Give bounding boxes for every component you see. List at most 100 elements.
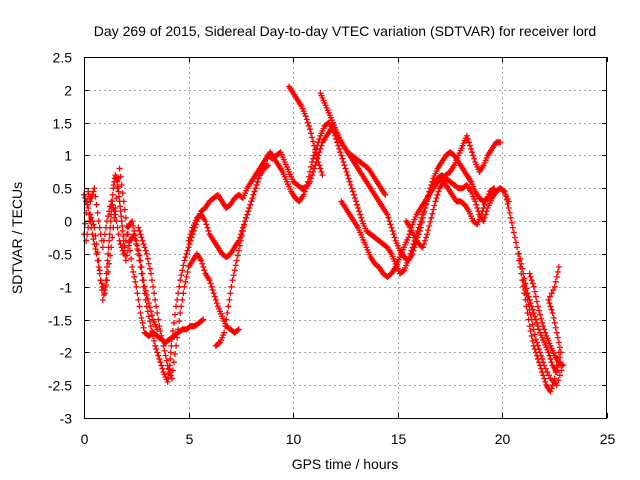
data-point: [91, 185, 98, 192]
data-point: [145, 260, 152, 267]
data-point: [419, 244, 426, 251]
data-point: [177, 309, 184, 316]
data-point: [125, 239, 132, 246]
data-point: [319, 172, 326, 179]
data-point: [301, 188, 308, 195]
data-point: [135, 247, 142, 254]
data-point: [177, 277, 184, 284]
data-point: [90, 236, 97, 243]
data-point: [182, 278, 189, 285]
data-point: [470, 152, 477, 159]
data-point: [464, 136, 471, 143]
data-point: [254, 178, 261, 185]
y-tick-label: -0.5: [48, 247, 72, 263]
data-point: [186, 241, 193, 248]
data-point: [524, 296, 531, 303]
data-point: [157, 328, 164, 335]
x-tick-labels: 0 5 10 15 20 25: [81, 431, 616, 447]
data-point: [358, 214, 365, 221]
data-point: [423, 234, 430, 241]
data-point: [302, 185, 309, 192]
data-point: [87, 211, 94, 218]
data-point: [136, 303, 143, 310]
data-point: [352, 198, 359, 205]
data-point: [94, 249, 101, 256]
data-point: [424, 231, 431, 238]
data-point: [389, 227, 396, 234]
data-point: [526, 306, 533, 313]
data-point: [106, 237, 113, 244]
data-point: [552, 278, 559, 285]
data-point: [228, 283, 235, 290]
data-point: [310, 155, 317, 162]
data-point: [506, 209, 513, 216]
data-point: [425, 227, 432, 234]
data-point: [491, 185, 498, 192]
data-point: [144, 296, 151, 303]
data-point: [390, 231, 397, 238]
data-point: [548, 359, 555, 366]
data-point: [184, 268, 191, 275]
data-point: [554, 364, 561, 371]
data-point: [181, 257, 188, 264]
data-point: [119, 190, 126, 197]
data-point: [555, 264, 562, 271]
data-point: [302, 113, 309, 120]
data-point: [517, 255, 524, 262]
data-point: [528, 277, 535, 284]
data-point: [531, 331, 538, 338]
data-point: [150, 283, 157, 290]
data-point: [105, 268, 112, 275]
data-point: [100, 291, 107, 298]
data-point: [202, 218, 209, 225]
data-point: [100, 237, 107, 244]
data-point: [528, 303, 535, 310]
data-point: [101, 231, 108, 238]
data-point: [248, 198, 255, 205]
data-point: [170, 319, 177, 326]
data-point: [89, 231, 96, 238]
data-point: [120, 198, 127, 205]
data-point: [523, 291, 530, 298]
data-point: [235, 326, 242, 333]
data-point: [526, 270, 533, 277]
data-point: [489, 186, 496, 193]
data-point: [147, 323, 154, 330]
data-point: [411, 244, 418, 251]
data-point: [307, 163, 314, 170]
data-point: [133, 283, 140, 290]
data-point: [533, 339, 540, 346]
data-point: [415, 231, 422, 238]
data-point: [200, 264, 207, 271]
data-point: [85, 204, 92, 211]
data-point: [158, 362, 165, 369]
data-point: [542, 329, 549, 336]
data-point: [391, 234, 398, 241]
data-point: [388, 224, 395, 231]
data-point: [545, 296, 552, 303]
data-point: [116, 165, 123, 172]
y-tick-label: 1: [64, 148, 72, 164]
data-point: [147, 308, 154, 315]
data-point: [110, 204, 117, 211]
data-point: [92, 245, 99, 252]
data-point: [559, 361, 566, 368]
data-point: [176, 283, 183, 290]
data-point: [385, 214, 392, 221]
data-point: [172, 351, 179, 358]
data-point: [420, 209, 427, 216]
data-point: [435, 188, 442, 195]
data-point: [300, 191, 307, 198]
data-point: [518, 260, 525, 267]
data-point: [309, 134, 316, 141]
data-point: [173, 342, 180, 349]
y-tick-label: 1.5: [53, 116, 73, 132]
data-point: [155, 316, 162, 323]
data-point: [525, 301, 532, 308]
data-point: [471, 155, 478, 162]
data-point: [95, 218, 102, 225]
data-point: [122, 214, 129, 221]
data-point: [519, 265, 526, 272]
data-point: [130, 223, 137, 230]
